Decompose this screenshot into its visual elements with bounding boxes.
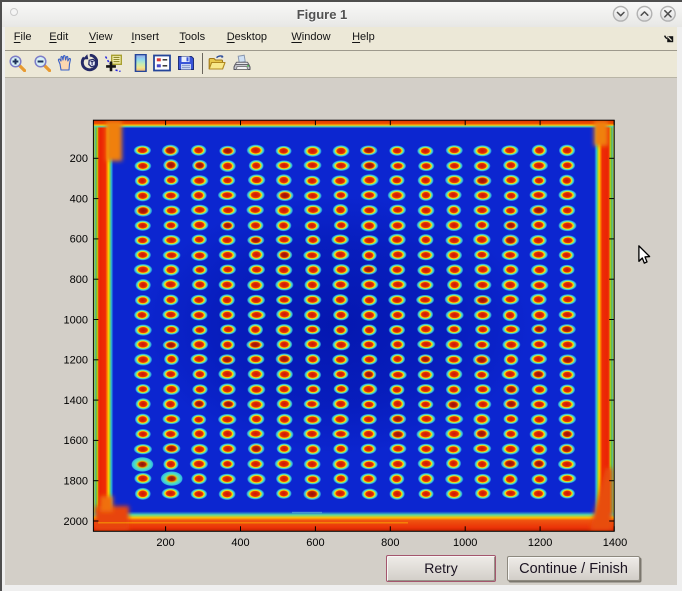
svg-text:800: 800 xyxy=(70,274,88,286)
svg-text:200: 200 xyxy=(156,537,174,549)
svg-text:1200: 1200 xyxy=(528,537,552,549)
svg-text:400: 400 xyxy=(231,537,249,549)
svg-text:800: 800 xyxy=(381,537,399,549)
svg-text:600: 600 xyxy=(70,234,88,246)
svg-text:1800: 1800 xyxy=(64,476,88,488)
svg-text:2000: 2000 xyxy=(64,516,88,528)
svg-text:200: 200 xyxy=(70,153,88,165)
svg-text:400: 400 xyxy=(70,193,88,205)
svg-text:1400: 1400 xyxy=(64,395,88,407)
svg-text:1200: 1200 xyxy=(64,355,88,367)
svg-text:600: 600 xyxy=(306,537,324,549)
svg-text:1000: 1000 xyxy=(64,314,88,326)
svg-text:1600: 1600 xyxy=(64,435,88,447)
svg-text:1000: 1000 xyxy=(453,537,477,549)
svg-text:1400: 1400 xyxy=(603,537,627,549)
